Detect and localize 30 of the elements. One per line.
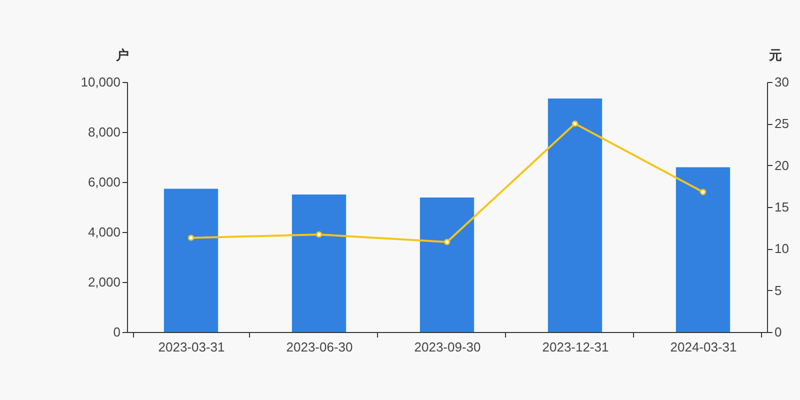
y-tick-label: 2,000 xyxy=(88,274,120,290)
bar xyxy=(420,198,474,332)
bar xyxy=(548,98,602,332)
y2-tick-label: 5 xyxy=(774,282,782,298)
y-tick-label: 4,000 xyxy=(88,224,120,240)
x-tick-label: 2023-09-30 xyxy=(414,340,481,354)
y-tick-label: 8,000 xyxy=(88,124,120,140)
point xyxy=(188,234,194,241)
y-axis-title: 户 xyxy=(115,48,129,62)
point xyxy=(444,238,450,246)
y2-tick-label: 10 xyxy=(774,241,789,256)
y2-tick-label: 25 xyxy=(774,116,789,132)
x-tick-label: 2023-06-30 xyxy=(286,340,353,354)
y-tick-label: 6,000 xyxy=(88,174,120,190)
y2-tick-label: 15 xyxy=(774,200,789,214)
point xyxy=(700,188,706,196)
point xyxy=(572,120,578,127)
y2-axis-title: 元 xyxy=(768,48,782,62)
y2-tick-label: 20 xyxy=(774,158,789,173)
x-tick-label: 2024-03-31 xyxy=(670,340,737,354)
point xyxy=(316,231,322,238)
y-tick-label: 10,000 xyxy=(80,74,120,90)
y-tick-label: 0 xyxy=(113,324,120,340)
y2-tick-label: 0 xyxy=(774,324,782,340)
x-tick-label: 2023-12-31 xyxy=(542,340,609,354)
y2-tick-label: 30 xyxy=(774,74,789,90)
x-tick-label: 2023-03-31 xyxy=(158,340,225,354)
bar xyxy=(676,167,730,332)
bar xyxy=(292,194,346,332)
bar xyxy=(164,188,218,332)
